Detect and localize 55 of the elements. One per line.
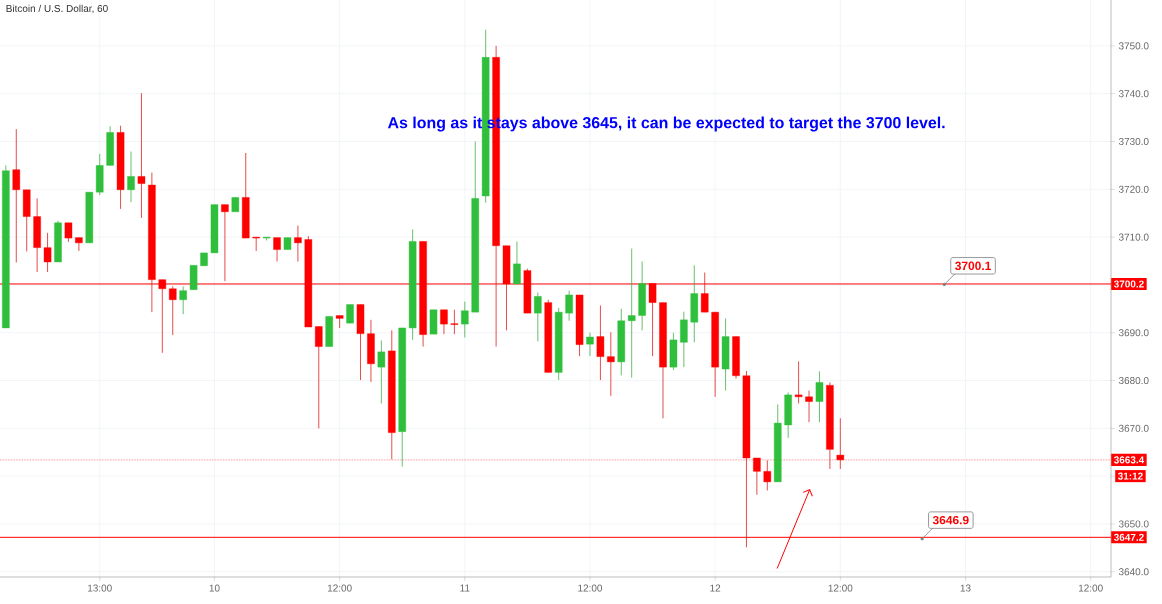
x-tick-label: 13	[960, 584, 971, 592]
candlestick	[273, 237, 281, 262]
y-tick-label: 3670.0	[1118, 424, 1149, 432]
candlestick	[596, 305, 605, 381]
candlestick	[179, 285, 187, 315]
annotation: 3646.9	[932, 515, 969, 525]
candlestick	[346, 304, 354, 324]
candlestick	[252, 236, 260, 252]
candlestick	[680, 311, 688, 368]
x-tick-label: 12:00	[578, 584, 603, 592]
y-tick-label: 3680.0	[1118, 377, 1149, 385]
annotation: 3700.1	[955, 261, 991, 271]
candlestick	[534, 292, 542, 342]
candlestick	[794, 361, 803, 404]
y-tick-label: 3690.0	[1118, 329, 1149, 337]
candlestick	[440, 309, 448, 335]
x-tick-label: 12:00	[1078, 584, 1103, 592]
candlestick	[294, 225, 302, 262]
x-tick-label: 12:00	[828, 584, 853, 592]
ref-line-label: 3647.2	[1113, 533, 1144, 541]
x-tick-label: 11	[460, 584, 470, 592]
candlestick	[815, 371, 824, 423]
candlestick	[75, 237, 83, 252]
y-tick-label: 3720.0	[1118, 185, 1149, 193]
x-tick-label: 10	[209, 584, 220, 592]
x-tick-label: 12:00	[327, 584, 352, 592]
y-tick-label: 3640.0	[1118, 568, 1149, 576]
candlestick	[221, 204, 229, 282]
y-tick-label: 3740.0	[1118, 90, 1149, 98]
y-tick-label: 3730.0	[1118, 137, 1149, 146]
x-tick-label: 12	[710, 584, 721, 592]
candlestick	[127, 151, 135, 203]
candlestick	[461, 301, 469, 338]
candlestick	[315, 326, 323, 429]
candlestick	[627, 248, 636, 379]
candlestick	[805, 390, 813, 423]
y-tick-label: 3650.0	[1118, 520, 1149, 528]
chart-title: Bitcoin / U.S. Dollar, 60	[6, 4, 108, 14]
candlestick	[137, 92, 146, 219]
y-tick-label: 3750.0	[1118, 42, 1149, 50]
candlestick	[12, 128, 21, 263]
candlestick	[377, 339, 386, 404]
candlestick	[513, 241, 521, 285]
candlestick	[565, 290, 573, 322]
candlestick	[450, 309, 459, 335]
candlestick	[43, 232, 52, 273]
x-tick-label: 13:00	[88, 584, 112, 592]
text: 31:12	[1117, 472, 1143, 480]
ref-line-label: 3700.2	[1113, 280, 1144, 288]
candlestick	[64, 222, 73, 243]
candlestick	[586, 332, 594, 357]
ref-line-label: 3663.4	[1113, 456, 1145, 464]
y-tick-label: 3710.0	[1118, 233, 1149, 241]
candlestick	[607, 331, 615, 397]
candlestick	[335, 315, 344, 329]
